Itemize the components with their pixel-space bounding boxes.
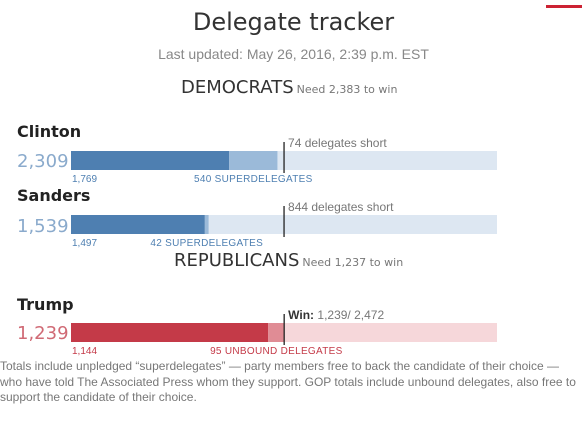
footnote: Totals include unpledged “superdelegates… — [0, 359, 576, 404]
extra-label-clinton: 540 SUPERDELEGATES — [194, 174, 313, 185]
candidate-total-clinton: 2,309 — [17, 151, 69, 172]
accent-line — [546, 5, 582, 8]
candidate-name-sanders: Sanders — [17, 186, 91, 205]
pledged-label-trump: 1,144 — [72, 346, 97, 357]
threshold-note-trump: Win: 1,239/ 2,472 — [288, 308, 384, 322]
last-updated: Last updated: May 26, 2016, 2:39 p.m. ES… — [158, 46, 429, 62]
party-heading-republicans: REPUBLICANS Need 1,237 to win — [174, 250, 403, 271]
bar-pledged-sanders — [71, 215, 205, 234]
party-name-republicans: REPUBLICANS — [174, 250, 300, 271]
candidate-total-trump: 1,239 — [17, 323, 69, 344]
bar-pledged-clinton — [71, 151, 230, 170]
extra-label-trump: 95 UNBOUND DELEGATES — [210, 346, 343, 357]
extra-label-sanders: 42 SUPERDELEGATES — [150, 238, 263, 249]
pledged-label-sanders: 1,497 — [72, 238, 97, 249]
bar-extra-sanders — [204, 215, 209, 234]
candidate-total-sanders: 1,539 — [17, 216, 69, 237]
threshold-note-text-sanders: 844 delegates short — [288, 200, 394, 214]
threshold-note-text-clinton: 74 delegates short — [288, 136, 387, 150]
threshold-note-bold-trump: Win: — [288, 308, 314, 322]
party-heading-democrats: DEMOCRATS Need 2,383 to win — [181, 77, 397, 98]
threshold-note-sanders: 844 delegates short — [288, 200, 394, 214]
candidate-name-clinton: Clinton — [17, 122, 82, 141]
threshold-note-clinton: 74 delegates short — [288, 136, 387, 150]
page-title: Delegate tracker — [192, 8, 395, 36]
party-need-republicans: Need 1,237 to win — [302, 256, 404, 269]
candidate-name-trump: Trump — [17, 295, 74, 314]
threshold-note-text-trump: 1,239/ 2,472 — [314, 308, 384, 322]
party-name-democrats: DEMOCRATS — [181, 77, 294, 98]
bar-pledged-trump — [71, 323, 269, 342]
pledged-label-clinton: 1,769 — [72, 174, 97, 185]
bar-extra-clinton — [229, 151, 278, 170]
bar-extra-trump — [268, 323, 285, 342]
party-need-democrats: Need 2,383 to win — [296, 83, 398, 96]
